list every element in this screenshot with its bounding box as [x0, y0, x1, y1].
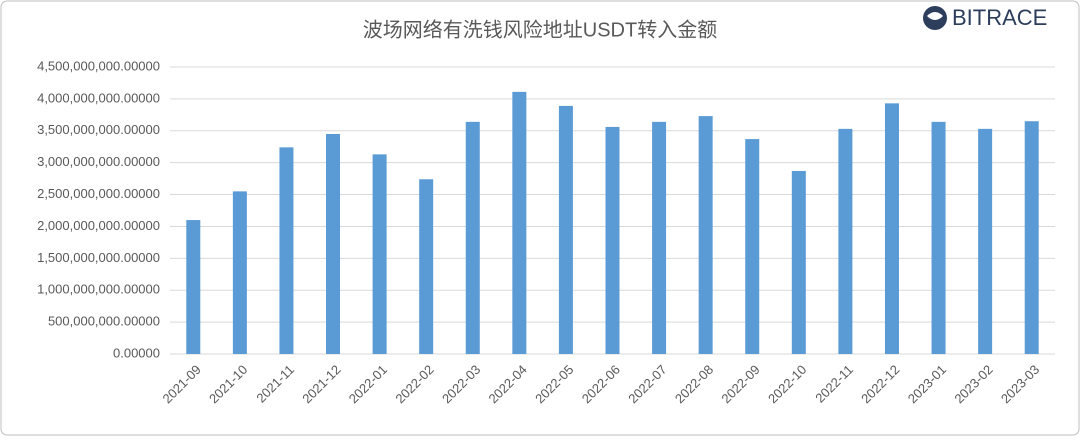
y-tick-label: 500,000,000.00000: [48, 314, 160, 329]
y-tick-label: 3,500,000,000.00000: [37, 122, 160, 137]
bar: [745, 139, 760, 354]
bar: [838, 128, 853, 354]
bar: [558, 105, 573, 354]
bar: [465, 121, 480, 354]
y-tick-label: 3,000,000,000.00000: [37, 154, 160, 169]
y-tick-label: 2,000,000,000.00000: [37, 218, 160, 233]
y-tick-label: 1,000,000,000.00000: [37, 282, 160, 297]
bar: [326, 133, 341, 354]
y-tick-label: 0.00000: [113, 345, 160, 360]
logo: BITRACE: [923, 5, 1047, 30]
bar: [1024, 121, 1039, 354]
bar: [372, 154, 387, 354]
bar: [232, 191, 247, 354]
bar: [419, 179, 434, 354]
bar: [978, 128, 993, 354]
y-tick-label: 2,500,000,000.00000: [37, 186, 160, 201]
logo-icon-detail: [927, 12, 943, 20]
bar: [652, 121, 667, 354]
bar: [884, 103, 899, 354]
bar: [698, 116, 713, 354]
bar: [605, 126, 620, 354]
y-tick-label: 4,000,000,000.00000: [37, 90, 160, 105]
chart-title: 波场网络有洗钱风险地址USDT转入金额: [363, 18, 717, 41]
y-tick-label: 4,500,000,000.00000: [37, 58, 160, 73]
y-tick-label: 1,500,000,000.00000: [37, 250, 160, 265]
bar: [512, 91, 527, 354]
bar: [279, 147, 294, 354]
logo-text: BITRACE: [952, 5, 1047, 30]
bar: [186, 220, 201, 354]
bar: [791, 170, 806, 354]
bar: [931, 121, 946, 354]
